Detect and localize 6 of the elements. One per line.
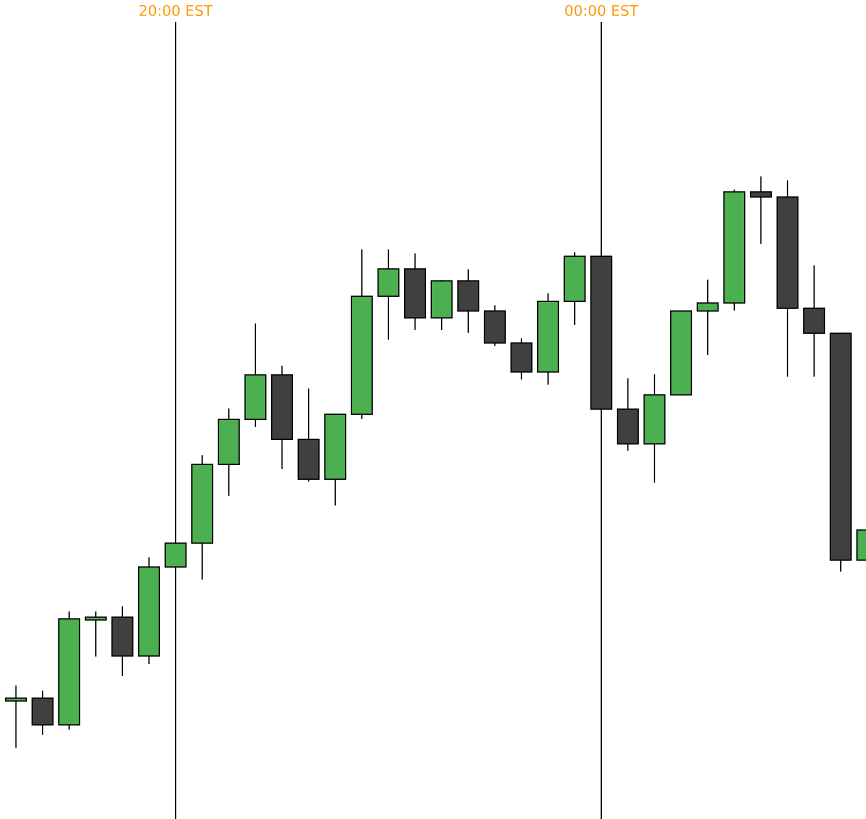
text: 00:00 EST xyxy=(565,4,638,16)
candlestick xyxy=(4,686,27,748)
candlestick xyxy=(84,611,107,657)
candlestick xyxy=(696,280,719,355)
text: 20:00 EST xyxy=(140,4,213,16)
candlestick xyxy=(750,176,772,244)
